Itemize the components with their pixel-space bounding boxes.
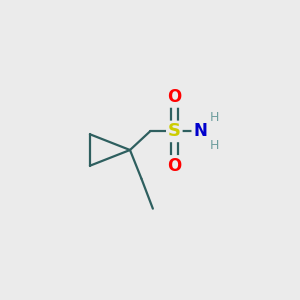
Text: S: S — [168, 122, 181, 140]
Text: N: N — [193, 122, 207, 140]
Text: O: O — [167, 157, 182, 175]
Text: O: O — [167, 88, 182, 106]
Text: H: H — [210, 139, 219, 152]
Text: H: H — [210, 111, 219, 124]
